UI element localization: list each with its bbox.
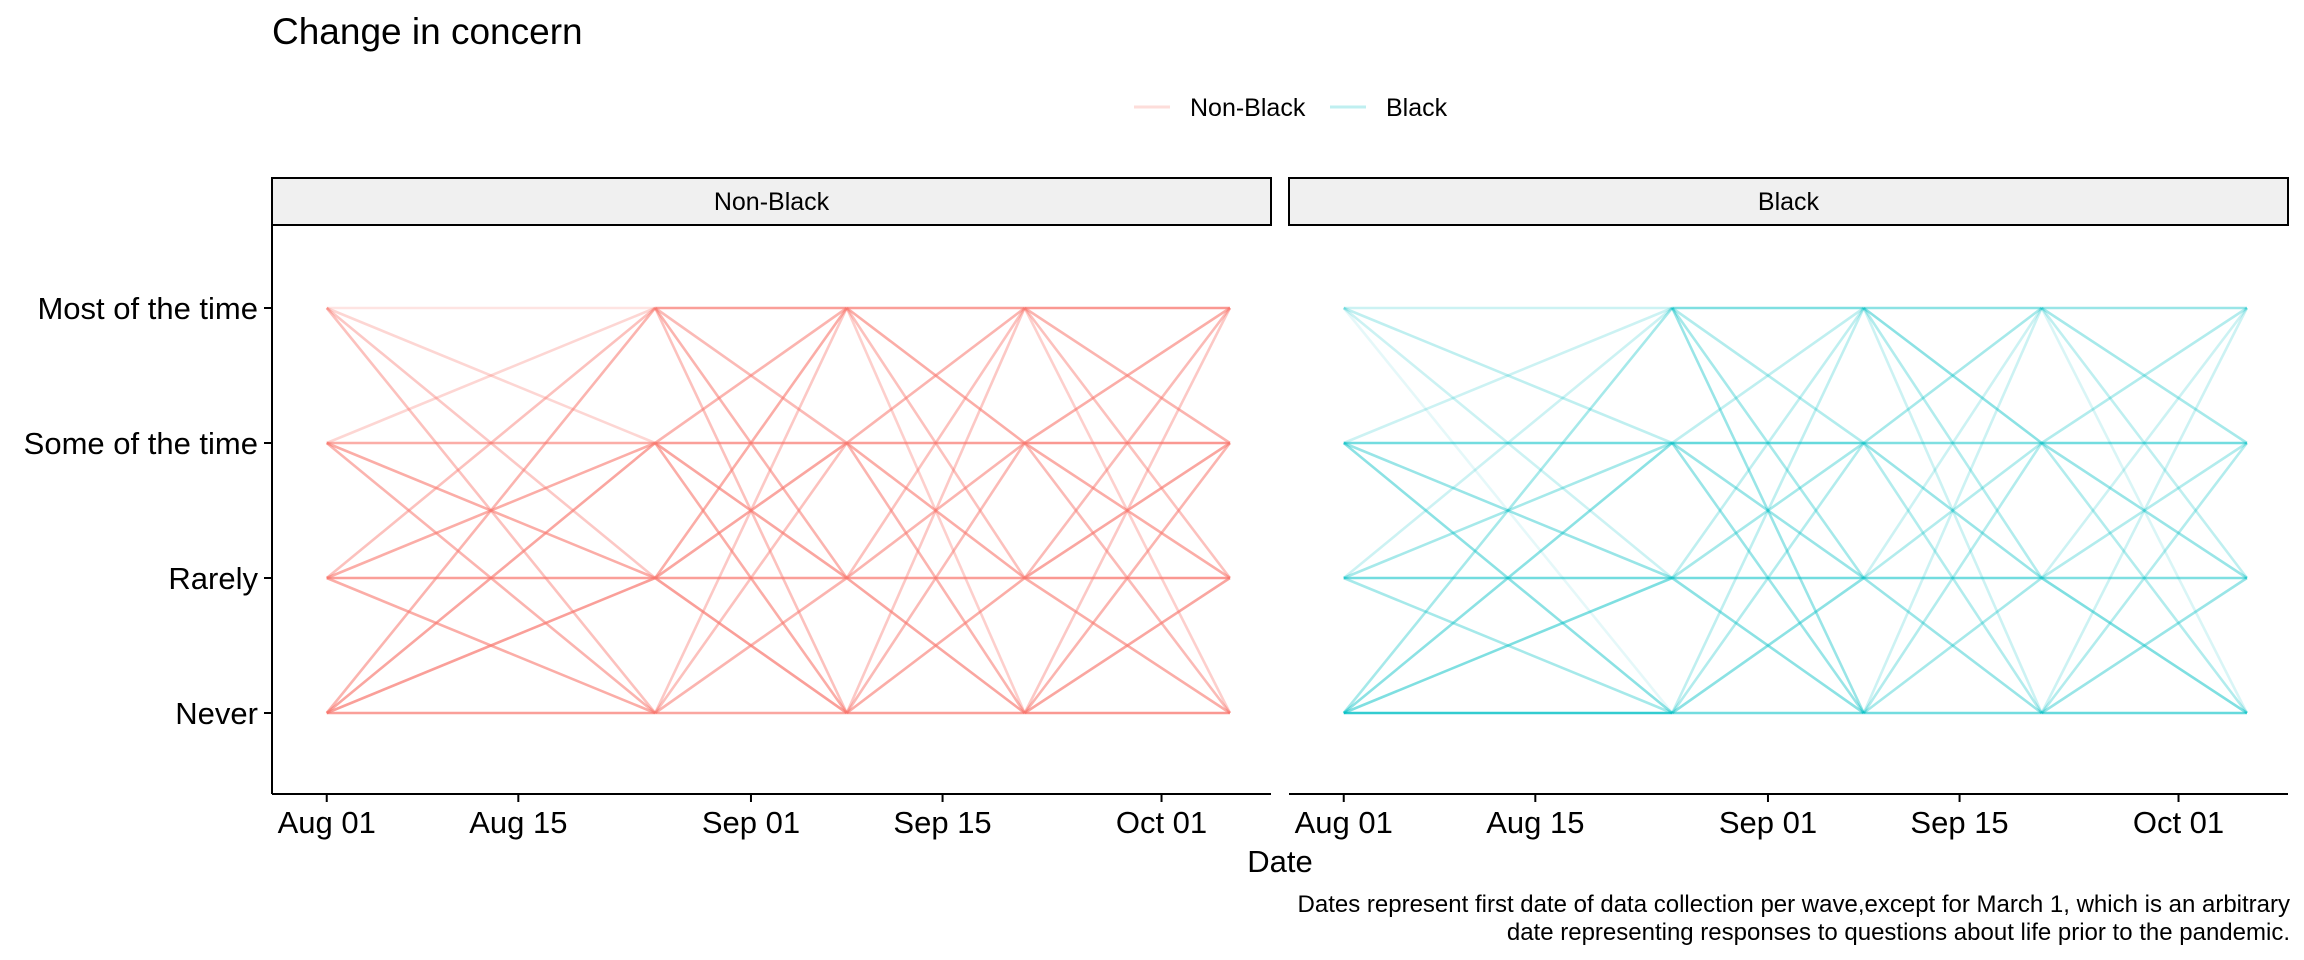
transition-line-non-black-w3-1-0 bbox=[845, 576, 1026, 715]
transition-line-black-w3-2-1 bbox=[1862, 441, 2043, 580]
transition-line-black-w1-0-1 bbox=[1343, 576, 1673, 715]
transition-line-black-w3-3-1 bbox=[1862, 307, 2043, 579]
transition-line-black-w1-0-3 bbox=[1342, 307, 1674, 714]
transition-line-black-w3-1-0 bbox=[1862, 576, 2043, 715]
x-tick-label-non-black-3: Sep 15 bbox=[893, 805, 991, 840]
transition-line-non-black-w1-3-2 bbox=[326, 306, 656, 445]
transition-line-non-black-w1-3-1 bbox=[325, 306, 657, 580]
transition-line-black-w3-3-0 bbox=[1862, 307, 2043, 714]
caption: Dates represent first date of data colle… bbox=[1298, 891, 2290, 946]
legend-item-black: Black bbox=[1330, 94, 1448, 122]
x-tick-label-non-black-4: Oct 01 bbox=[1116, 805, 1207, 840]
transition-line-black-w1-3-1 bbox=[1342, 306, 1674, 580]
transition-line-black-w4-0-3 bbox=[2040, 307, 2249, 714]
x-tick-label-non-black-2: Sep 01 bbox=[702, 805, 800, 840]
y-tick-label-never: Never bbox=[175, 696, 258, 731]
transition-line-black-w1-1-2 bbox=[1343, 441, 1673, 580]
transition-line-black-w2-1-0 bbox=[1671, 576, 1865, 715]
transition-line-black-w3-2-3 bbox=[1862, 306, 2043, 445]
chart-title: Change in concern bbox=[272, 11, 583, 52]
strip-label-black: Black bbox=[1758, 188, 1820, 216]
transition-line-black-w2-2-0 bbox=[1671, 442, 1865, 714]
transition-line-black-w1-1-0 bbox=[1343, 576, 1673, 715]
transition-line-non-black-w4-3-1 bbox=[1023, 307, 1231, 579]
x-tick-label-black-0: Aug 01 bbox=[1295, 805, 1393, 840]
transition-line-non-black-w2-2-0 bbox=[654, 442, 848, 714]
transition-line-non-black-w4-1-0 bbox=[1023, 576, 1231, 715]
transition-line-black-w4-1-0 bbox=[2040, 576, 2248, 715]
transition-line-black-w2-1-2 bbox=[1671, 441, 1865, 580]
transition-line-non-black-w4-2-0 bbox=[1023, 442, 1231, 714]
y-tick-label-most-of-the-time: Most of the time bbox=[37, 291, 258, 326]
transition-line-non-black-w2-3-1 bbox=[654, 307, 848, 579]
x-tick-label-black-4: Oct 01 bbox=[2133, 805, 2224, 840]
transition-line-non-black-w1-2-0 bbox=[325, 441, 657, 715]
transition-line-non-black-w1-2-3 bbox=[326, 306, 656, 445]
transition-line-non-black-w3-3-0 bbox=[845, 307, 1026, 714]
transition-line-black-w2-0-3 bbox=[1671, 307, 1865, 714]
transition-line-non-black-w4-3-0 bbox=[1023, 307, 1232, 714]
legend-label-non-black: Non-Black bbox=[1190, 94, 1306, 122]
caption-line-2: date representing responses to questions… bbox=[1507, 919, 2290, 946]
transition-line-black-w2-2-1 bbox=[1671, 441, 1865, 580]
strip-black bbox=[1288, 177, 2289, 226]
strip-non-black bbox=[271, 177, 1272, 226]
transition-line-black-w1-2-1 bbox=[1343, 441, 1673, 580]
transition-line-non-black-w1-3-0 bbox=[325, 307, 657, 714]
transition-line-black-w2-3-2 bbox=[1671, 306, 1865, 445]
transition-line-black-w4-3-0 bbox=[2040, 307, 2249, 714]
transition-line-non-black-w4-3-2 bbox=[1023, 306, 1231, 445]
transition-line-black-w3-2-0 bbox=[1862, 442, 2043, 714]
legend-item-non-black: Non-Black bbox=[1134, 94, 1306, 122]
legend-label-black: Black bbox=[1386, 94, 1448, 122]
caption-line-1: Dates represent first date of data colle… bbox=[1298, 891, 2290, 918]
transition-line-black-w2-2-3 bbox=[1671, 306, 1865, 445]
transition-line-black-w3-0-1 bbox=[1862, 576, 2043, 715]
transition-line-black-w4-1-2 bbox=[2040, 441, 2248, 580]
transition-line-non-black-w2-2-1 bbox=[654, 441, 848, 580]
panel-black: Black Aug 01 Aug 15 Sep 01 Sep 15 Oct 01 bbox=[1288, 177, 2289, 840]
y-tick-label-some-of-the-time: Some of the time bbox=[24, 426, 258, 461]
series-non-black bbox=[325, 306, 1232, 715]
transition-line-non-black-w2-3-0 bbox=[654, 307, 848, 714]
transition-line-non-black-w3-2-0 bbox=[845, 442, 1026, 714]
transition-line-black-w1-3-0 bbox=[1342, 307, 1674, 714]
transition-line-black-w4-3-1 bbox=[2040, 307, 2248, 579]
transition-line-non-black-w3-2-1 bbox=[845, 441, 1026, 580]
x-axis-title: Date bbox=[1247, 844, 1312, 879]
transition-line-non-black-w1-1-0 bbox=[326, 576, 656, 715]
y-tick-label-rarely: Rarely bbox=[168, 561, 258, 596]
transition-line-non-black-w1-2-1 bbox=[326, 441, 656, 580]
legend: Non-Black Black bbox=[1134, 94, 1448, 122]
panel-non-black: Non-Black Aug 01 Aug 15 Sep 01 Sep 15 Oct 01 bbox=[271, 177, 1272, 840]
x-tick-label-black-1: Aug 15 bbox=[1486, 805, 1584, 840]
transition-line-black-w1-2-3 bbox=[1343, 306, 1673, 445]
transition-line-black-w2-0-1 bbox=[1671, 576, 1865, 715]
transition-line-black-w3-3-2 bbox=[1862, 306, 2043, 445]
transition-line-non-black-w4-2-1 bbox=[1023, 441, 1231, 580]
transition-line-black-w4-3-2 bbox=[2040, 306, 2248, 445]
transition-line-black-w3-1-2 bbox=[1862, 441, 2043, 580]
y-axis: Never Rarely Some of the time Most of the t… bbox=[24, 225, 273, 794]
transition-line-black-w2-3-1 bbox=[1671, 307, 1865, 579]
strip-label-non-black: Non-Black bbox=[714, 188, 830, 216]
transition-line-black-w1-3-2 bbox=[1343, 306, 1673, 445]
x-tick-label-black-3: Sep 15 bbox=[1910, 805, 2008, 840]
transition-line-black-w4-2-0 bbox=[2040, 442, 2248, 714]
transition-line-non-black-w3-3-2 bbox=[845, 306, 1026, 445]
series-black bbox=[1342, 306, 2249, 715]
transition-line-non-black-w2-1-0 bbox=[654, 576, 848, 715]
transition-line-non-black-w2-3-2 bbox=[654, 306, 848, 445]
transition-line-non-black-w3-3-1 bbox=[845, 307, 1026, 579]
x-tick-label-non-black-0: Aug 01 bbox=[278, 805, 376, 840]
transition-line-black-w1-2-0 bbox=[1342, 441, 1674, 715]
x-tick-label-non-black-1: Aug 15 bbox=[469, 805, 567, 840]
transition-line-black-w4-2-3 bbox=[2040, 306, 2248, 445]
transition-line-black-w2-3-0 bbox=[1671, 307, 1865, 714]
x-tick-label-black-2: Sep 01 bbox=[1719, 805, 1817, 840]
transition-line-black-w3-0-3 bbox=[1862, 307, 2043, 714]
transition-line-black-w4-2-1 bbox=[2040, 441, 2248, 580]
